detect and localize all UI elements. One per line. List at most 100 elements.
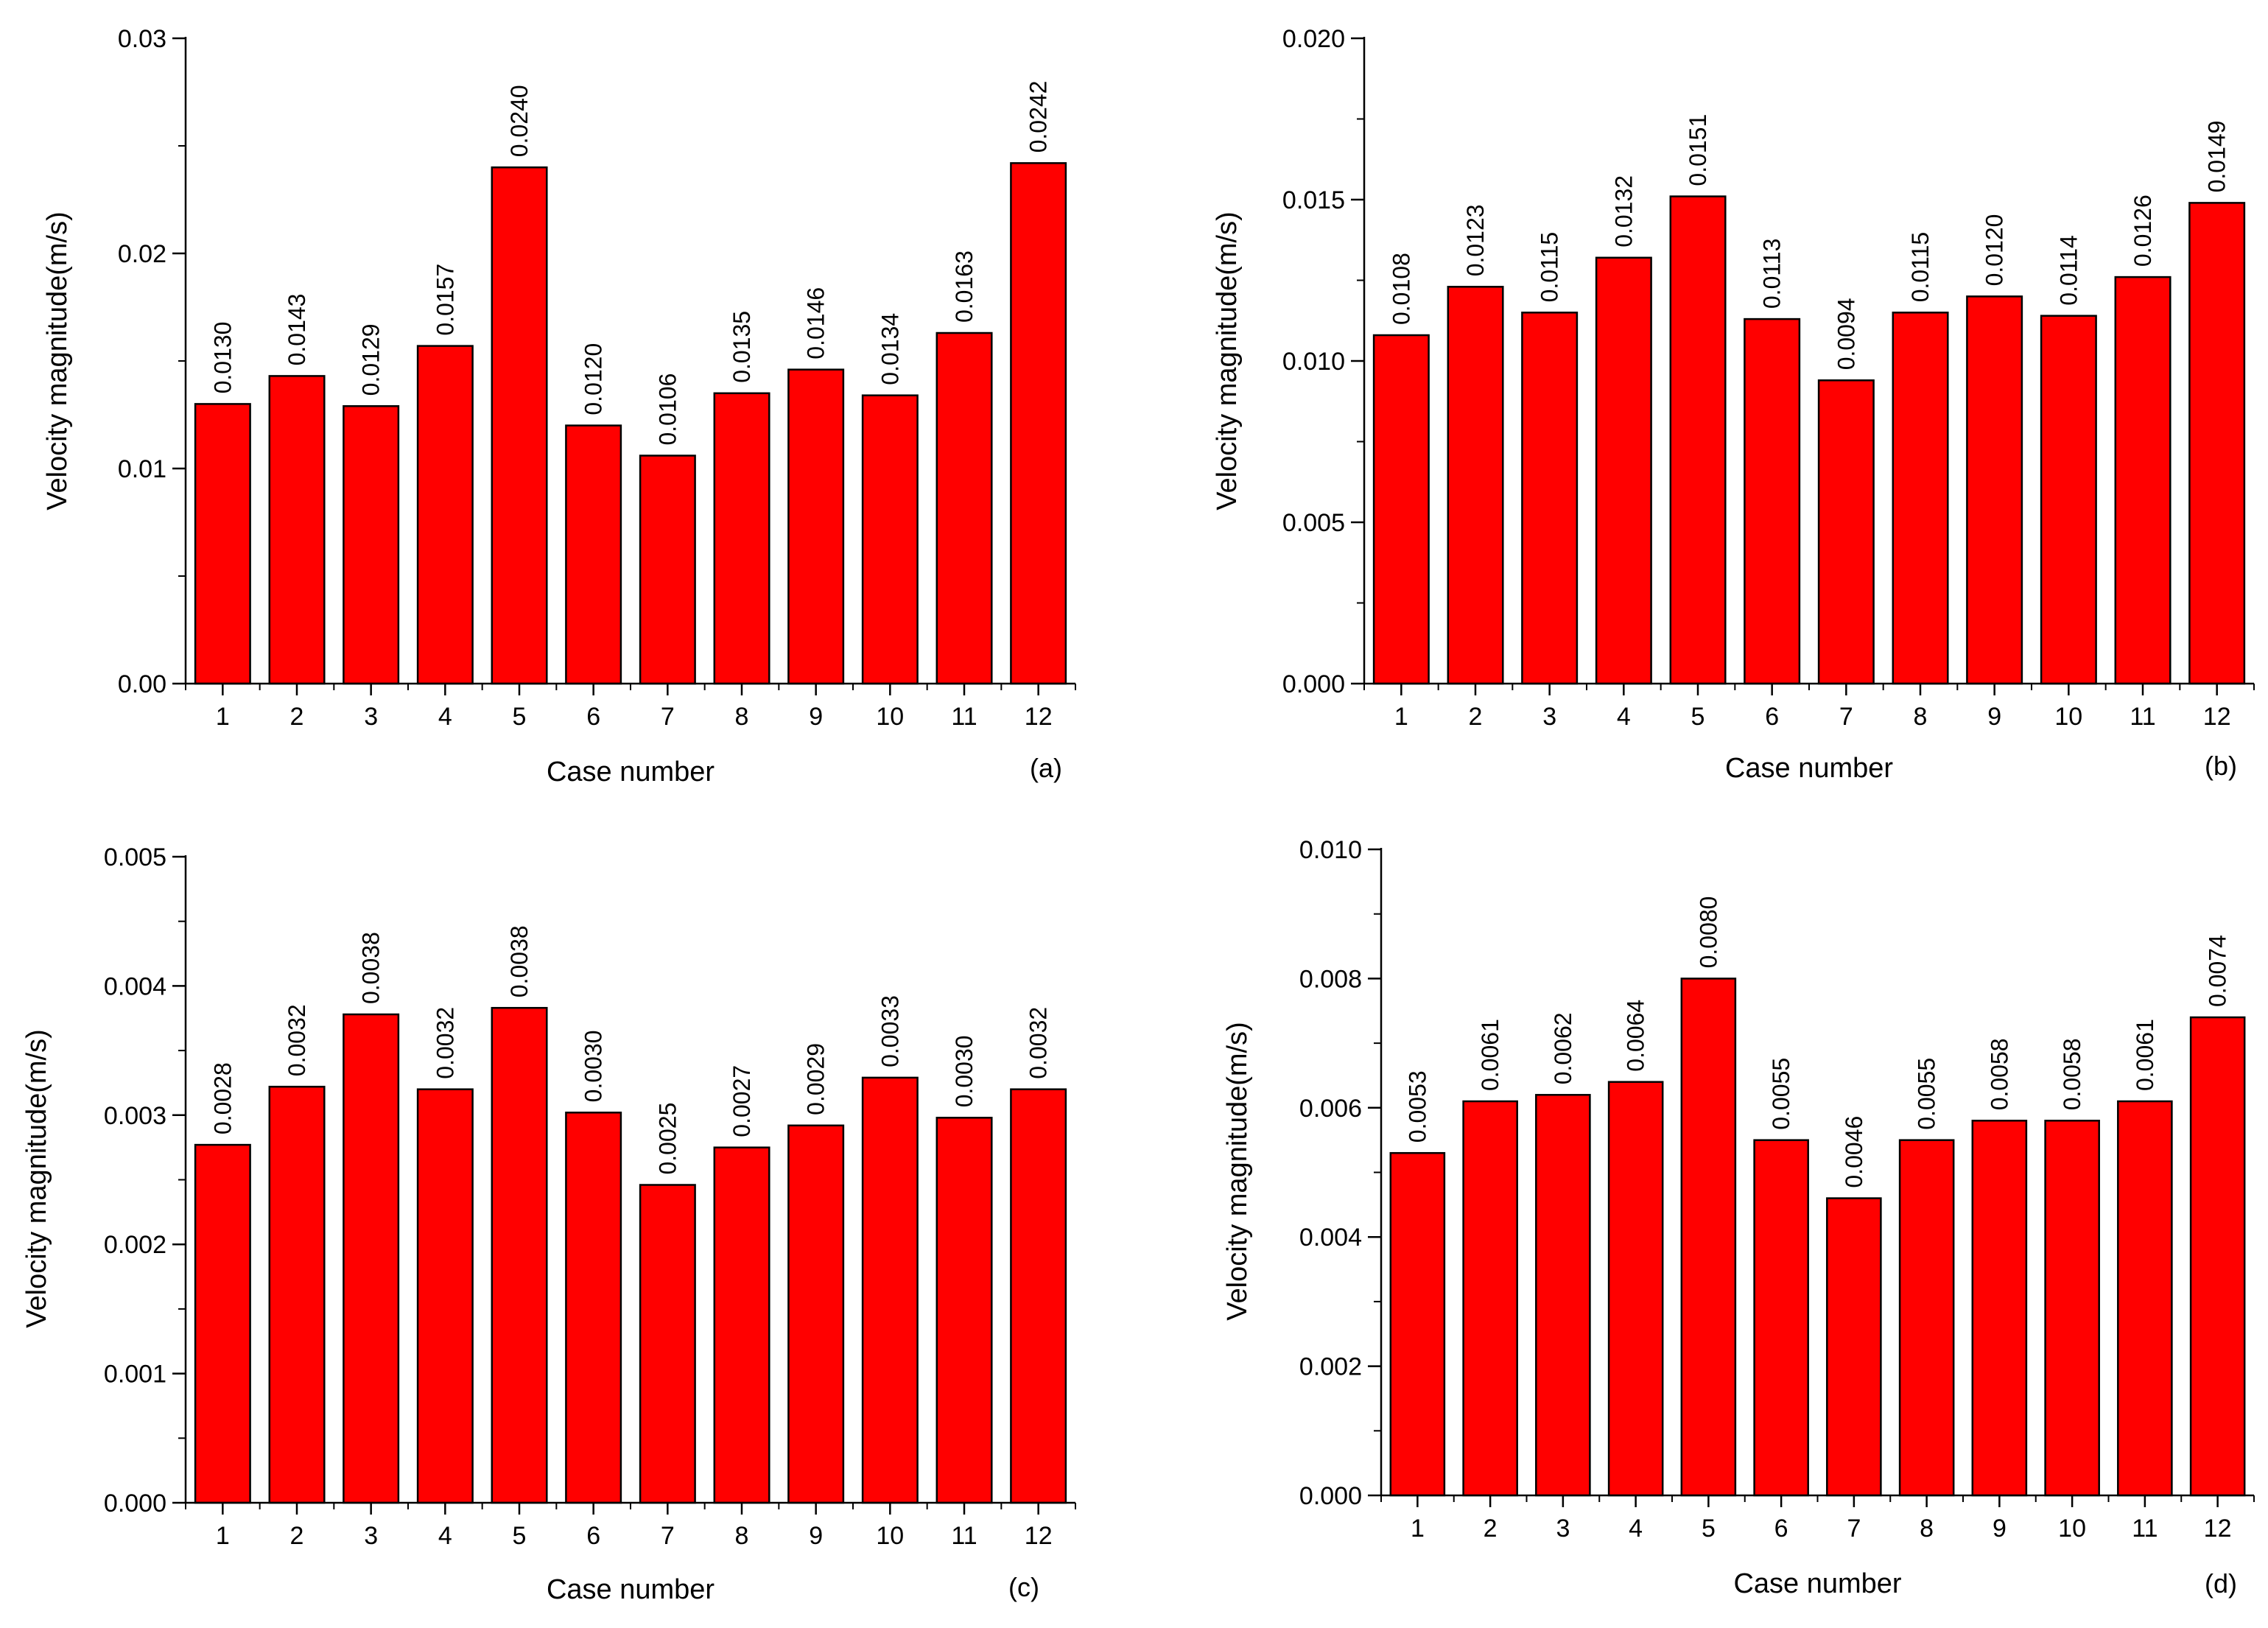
panel-b-x-axis-title: Case number (1725, 753, 1893, 784)
panel-d-bar-5 (1680, 978, 1737, 1497)
panel-a-data-label-6: 0.0120 (580, 343, 607, 415)
panel-c-x-tick-label-5: 5 (513, 1522, 527, 1550)
panel-d-bar-1 (1389, 1151, 1446, 1497)
panel-a-x-tick-label-12: 12 (1025, 703, 1053, 731)
panel-d-data-label-7: 0.0046 (1841, 1116, 1867, 1188)
panel-d-bar-4 (1607, 1081, 1664, 1497)
panel-d-y-tick-label-5: 0.010 (1299, 836, 1362, 864)
panel-b-x-tick-label-1: 1 (1394, 703, 1408, 731)
panel-d-x-tick-label-11: 11 (2132, 1515, 2158, 1543)
panel-d-data-label-8: 0.0055 (1914, 1058, 1940, 1130)
panel-a-x-tick-label-7: 7 (661, 703, 675, 731)
panel-a-data-label-8: 0.0135 (729, 311, 755, 383)
panel-b-bar-10 (2040, 315, 2097, 685)
panel-a-x-axis-title: Case number (547, 757, 715, 787)
panel-c: 0.00280.00320.00380.00320.00380.00300.00… (21, 843, 1076, 1605)
panel-d-bar-7 (1826, 1197, 1882, 1497)
panel-c-data-label-5: 0.0038 (506, 925, 533, 997)
panel-c-data-label-11: 0.0030 (951, 1035, 977, 1107)
panel-b-bar-1 (1372, 334, 1430, 685)
panel-c-bar-3 (343, 1013, 400, 1504)
panel-b-letter: (b) (2205, 751, 2237, 781)
panel-d-bar-10 (2044, 1120, 2100, 1497)
panel-a-bar-12 (1010, 162, 1067, 685)
panel-d-data-label-6: 0.0055 (1768, 1058, 1794, 1130)
panel-b-data-label-11: 0.0126 (2130, 194, 2156, 267)
panel-a-data-label-9: 0.0146 (803, 287, 829, 359)
panel-c-bar-10 (861, 1076, 919, 1504)
panel-d-y-tick-label-0: 0.000 (1299, 1482, 1362, 1510)
panel-b-bar-12 (2188, 202, 2246, 685)
panel-a-x-tick-label-9: 9 (809, 703, 823, 731)
panel-c-y-tick-label-3: 0.003 (104, 1102, 166, 1130)
panel-d-letter: (d) (2205, 1568, 2237, 1599)
panel-d-data-label-2: 0.0061 (1477, 1019, 1503, 1091)
panel-a-bar-7 (639, 455, 696, 685)
panel-c-x-tick-label-7: 7 (661, 1522, 675, 1550)
panel-b-y-tick-label-2: 0.010 (1282, 348, 1345, 376)
panel-a-bar-10 (861, 394, 919, 685)
panel-a-bar-4 (416, 345, 474, 685)
panel-d-x-tick-label-3: 3 (1556, 1515, 1570, 1543)
panel-b-data-label-8: 0.0115 (1907, 232, 1934, 303)
panel-d-x-tick-label-4: 4 (1629, 1515, 1643, 1543)
panel-d-x-tick-label-9: 9 (1993, 1515, 2007, 1543)
panel-a-letter: (a) (1030, 753, 1062, 783)
panel-b-x-tick-label-6: 6 (1765, 703, 1779, 731)
panel-a-bar-5 (491, 166, 548, 685)
panel-b-x-tick-label-10: 10 (2054, 703, 2082, 731)
panel-b-x-tick-label-11: 11 (2130, 703, 2155, 731)
panel-a-data-label-11: 0.0163 (951, 250, 977, 323)
panel-b-y-tick-label-3: 0.015 (1282, 186, 1345, 214)
panel-b-x-tick-label-8: 8 (1914, 703, 1928, 731)
panel-d-data-label-11: 0.0061 (2132, 1019, 2158, 1091)
panel-b-data-label-2: 0.0123 (1462, 204, 1489, 276)
panel-b-x-tick-label-3: 3 (1542, 703, 1556, 731)
panel-b-x-tick-label-7: 7 (1839, 703, 1853, 731)
panel-b-y-tick-label-0: 0.000 (1282, 670, 1345, 698)
panel-b-data-label-9: 0.0120 (1981, 214, 2008, 287)
panel-c-data-label-3: 0.0038 (358, 932, 385, 1004)
panel-c-x-tick-label-2: 2 (290, 1522, 304, 1550)
panel-a-x-tick-label-10: 10 (876, 703, 904, 731)
panel-a-x-tick-label-2: 2 (290, 703, 304, 731)
panel-c-x-tick-label-12: 12 (1025, 1522, 1053, 1550)
panel-a-bar-3 (343, 405, 400, 685)
panel-c-x-tick-label-6: 6 (586, 1522, 600, 1550)
panel-d-data-label-1: 0.0053 (1404, 1070, 1430, 1143)
panel-a-bar-9 (787, 368, 845, 685)
panel-c-bar-9 (787, 1124, 845, 1504)
panel-c-bar-8 (713, 1146, 770, 1504)
panel-c-bar-4 (416, 1088, 474, 1504)
panel-c-y-tick-label-5: 0.005 (104, 843, 166, 871)
panel-c-data-label-8: 0.0027 (729, 1065, 755, 1137)
panel-b-bar-5 (1669, 195, 1727, 685)
panel-d-x-tick-label-10: 10 (2058, 1515, 2086, 1543)
panel-d-x-tick-label-8: 8 (1920, 1515, 1934, 1543)
panel-d-x-tick-label-7: 7 (1847, 1515, 1861, 1543)
panel-d-data-label-10: 0.0058 (2059, 1038, 2085, 1110)
panel-a-data-label-2: 0.0143 (284, 294, 310, 366)
panel-d-y-tick-label-2: 0.004 (1299, 1224, 1362, 1252)
panel-c-letter: (c) (1008, 1572, 1039, 1602)
panel-c-x-tick-label-11: 11 (951, 1522, 977, 1550)
panel-a-data-label-1: 0.0130 (209, 322, 236, 394)
panel-b-bar-9 (1966, 295, 2023, 685)
panel-c-bar-12 (1010, 1088, 1067, 1504)
panel-c-x-tick-label-8: 8 (735, 1522, 749, 1550)
panel-a-bar-1 (194, 403, 251, 685)
panel-c-x-tick-label-4: 4 (438, 1522, 452, 1550)
panel-c-y-tick-label-4: 0.004 (104, 972, 166, 1000)
panel-d-data-label-5: 0.0080 (1695, 897, 1721, 969)
panel-a-bar-11 (935, 331, 993, 685)
panel-d-bar-11 (2117, 1100, 2173, 1497)
panel-c-x-tick-label-10: 10 (876, 1522, 904, 1550)
panel-b-y-tick-label-1: 0.005 (1282, 509, 1345, 537)
panel-d-data-label-9: 0.0058 (1986, 1038, 2012, 1110)
panel-a-x-tick-label-5: 5 (513, 703, 527, 731)
panel-d-bar-2 (1462, 1100, 1518, 1497)
panel-c-data-label-1: 0.0028 (209, 1062, 236, 1134)
